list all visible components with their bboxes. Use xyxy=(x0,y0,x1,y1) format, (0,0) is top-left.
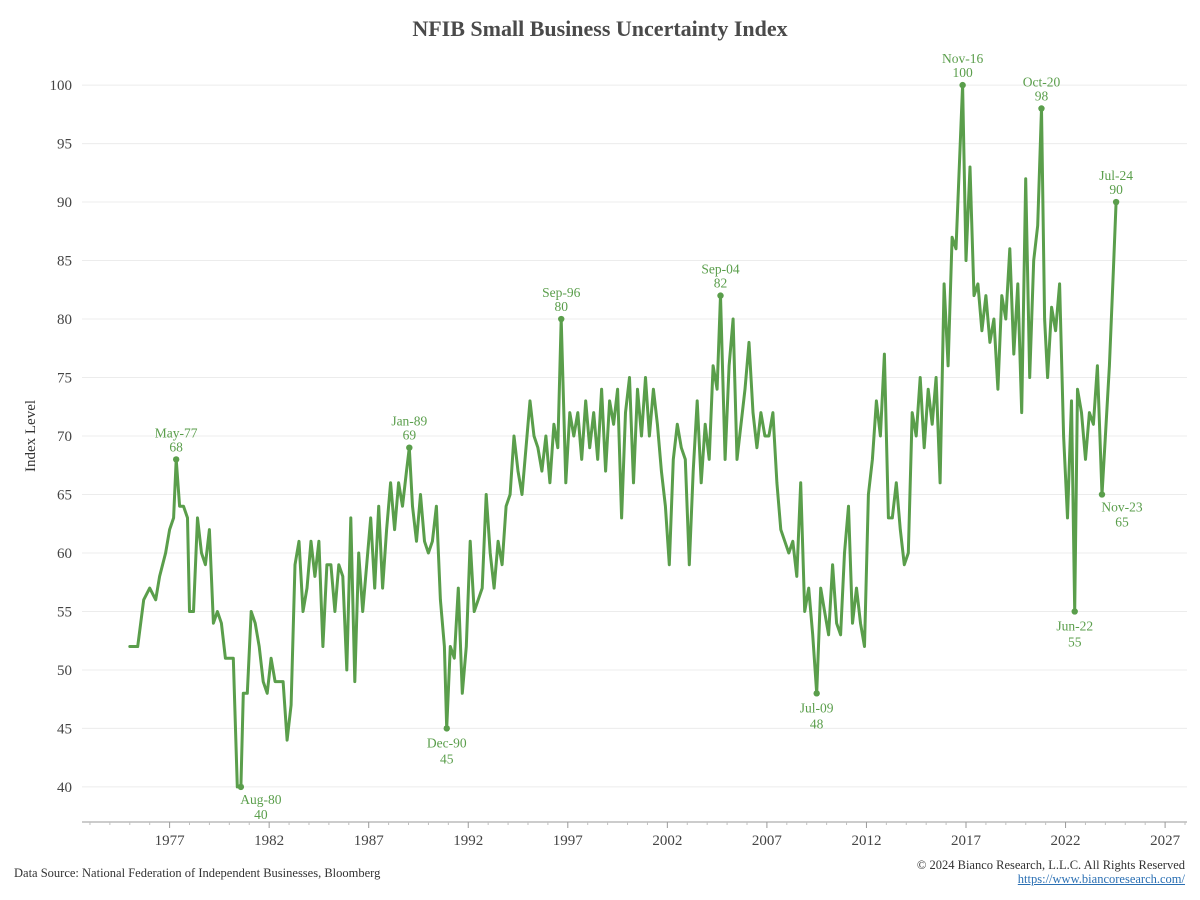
x-tick-label-2007: 2007 xyxy=(752,833,783,849)
y-tick-label-100: 100 xyxy=(50,78,73,94)
annotation-date-dec-90: Dec-90 xyxy=(427,735,467,750)
annotation-point-sep-96 xyxy=(558,315,565,323)
annotation-value-sep-96: 80 xyxy=(554,299,568,314)
gridlines xyxy=(82,84,1187,788)
x-tick-label-2002: 2002 xyxy=(652,833,682,849)
y-tick-label-45: 45 xyxy=(57,721,72,737)
annotation-point-jun-22 xyxy=(1071,608,1078,615)
x-tick-label-1997: 1997 xyxy=(553,833,584,849)
y-tick-label-60: 60 xyxy=(57,546,72,562)
annotation-point-aug-80 xyxy=(237,783,245,791)
y-axis-ticks: 40 45 50 55 60 65 70 75 80 85 90 95 100 xyxy=(50,78,73,796)
annotation-value-sep-04: 82 xyxy=(714,276,728,291)
chart-title: NFIB Small Business Uncertainty Index xyxy=(412,16,788,41)
annotation-date-oct-20: Oct-20 xyxy=(1023,74,1061,89)
annotation-point-oct-20 xyxy=(1038,105,1045,112)
annotation-value-jul-24: 90 xyxy=(1109,182,1123,197)
annotation-point-jan-89 xyxy=(406,444,413,451)
y-axis-title: Index Level xyxy=(23,400,39,472)
x-tick-label-2027: 2027 xyxy=(1150,833,1181,849)
annotation-date-aug-80: Aug-80 xyxy=(240,792,281,807)
y-tick-label-50: 50 xyxy=(57,663,72,679)
y-tick-label-55: 55 xyxy=(57,604,72,620)
annotation-point-may-77 xyxy=(172,456,180,463)
annotation-date-jan-89: Jan-89 xyxy=(391,414,427,429)
axes xyxy=(82,821,1187,828)
annotation-value-dec-90: 45 xyxy=(440,751,454,766)
x-tick-label-2012: 2012 xyxy=(851,833,881,849)
y-tick-label-40: 40 xyxy=(57,780,72,796)
annotation-value-jun-22: 55 xyxy=(1068,634,1082,649)
data-source-note: Data Source: National Federation of Inde… xyxy=(14,866,381,880)
annotation-date-may-77: May-77 xyxy=(155,425,198,440)
x-tick-label-1987: 1987 xyxy=(354,833,385,849)
x-tick-label-1977: 1977 xyxy=(155,833,186,849)
annotation-date-jul-24: Jul-24 xyxy=(1099,168,1133,183)
annotation-value-jan-89: 69 xyxy=(403,428,417,443)
annotation-point-jul-09 xyxy=(813,690,820,697)
y-tick-label-75: 75 xyxy=(57,371,72,387)
y-tick-label-95: 95 xyxy=(57,137,72,153)
footer-credits: © 2024 Bianco Research, L.L.C. All Right… xyxy=(917,858,1185,886)
series-line-0 xyxy=(128,83,1118,789)
website-link[interactable]: https://www.biancoresearch.com/ xyxy=(1017,872,1185,886)
annotation-point-nov-23 xyxy=(1098,491,1106,498)
y-tick-label-85: 85 xyxy=(57,254,72,270)
annotation-point-dec-90 xyxy=(443,725,450,732)
x-tick-label-2017: 2017 xyxy=(951,833,982,849)
x-axis-ticks: 1977 1982 1987 1992 1997 2002 2007 2012 2017 2022… xyxy=(155,833,1181,849)
annotation-date-sep-96: Sep-96 xyxy=(542,285,580,300)
x-tick-label-2022: 2022 xyxy=(1051,833,1081,849)
annotation-value-nov-16: 100 xyxy=(952,65,973,80)
annotation-point-jul-24 xyxy=(1112,198,1120,206)
y-tick-label-65: 65 xyxy=(57,487,72,503)
annotation-value-nov-23: 65 xyxy=(1115,514,1129,529)
series-layer xyxy=(128,83,1118,789)
y-tick-label-70: 70 xyxy=(57,429,72,445)
copyright-text: © 2024 Bianco Research, L.L.C. All Right… xyxy=(916,858,1185,872)
annotation-value-may-77: 68 xyxy=(169,439,183,454)
y-tick-label-90: 90 xyxy=(57,195,72,211)
annotation-date-sep-04: Sep-04 xyxy=(701,262,739,277)
annotation-value-aug-80: 40 xyxy=(254,807,268,822)
annotation-point-nov-16 xyxy=(959,81,966,89)
annotation-value-oct-20: 98 xyxy=(1035,88,1049,103)
annotation-date-nov-16: Nov-16 xyxy=(942,51,983,66)
annotation-date-jun-22: Jun-22 xyxy=(1056,618,1093,633)
annotation-value-jul-09: 48 xyxy=(810,716,824,731)
annotation-date-jul-09: Jul-09 xyxy=(800,700,834,715)
annotation-date-nov-23: Nov-23 xyxy=(1101,499,1142,514)
x-tick-label-1982: 1982 xyxy=(254,833,284,849)
annotation-point-sep-04 xyxy=(717,292,724,299)
x-tick-label-1992: 1992 xyxy=(453,833,483,849)
y-tick-label-80: 80 xyxy=(57,312,72,328)
